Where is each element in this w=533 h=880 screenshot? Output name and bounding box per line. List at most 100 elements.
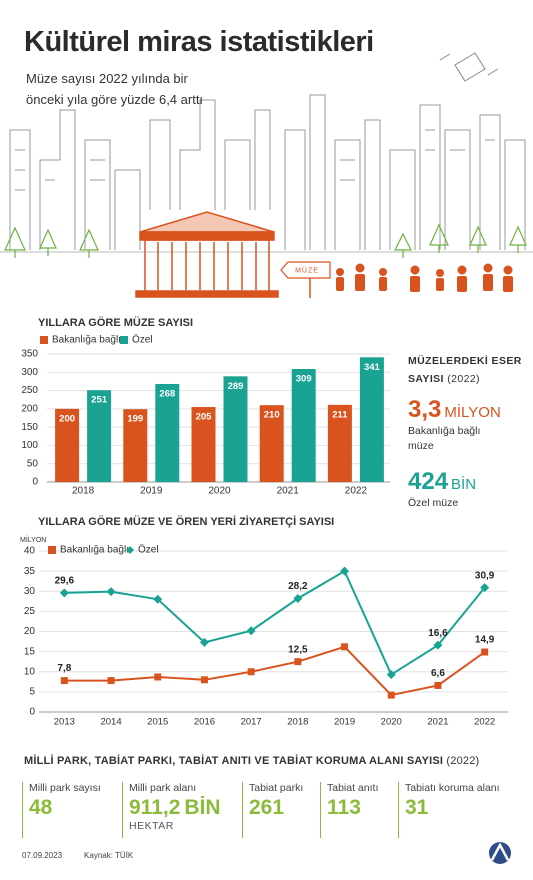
park-item: Tabiatı koruma alanı 31: [398, 782, 500, 838]
value-label: 12,5: [288, 644, 308, 655]
x-tick-label: 2017: [241, 717, 262, 728]
marker: [341, 643, 349, 651]
footer: 07.09.2023 Kaynak: TÜİK: [22, 851, 133, 860]
x-tick-label: 2015: [147, 717, 168, 728]
y-tick-label: 5: [29, 687, 35, 698]
y-tick-label: 150: [21, 422, 38, 433]
artifact-title: MÜZELERDEKİ ESER SAYISI: [408, 355, 522, 385]
x-tick-label: 2022: [474, 717, 495, 728]
marker: [293, 593, 303, 603]
artifact-stat: 3,3 MİLYON: [408, 396, 528, 424]
park-label: Tabiat parkı: [249, 782, 304, 794]
source: Kaynak: TÜİK: [84, 851, 134, 860]
artifact-heading: MÜZELERDEKİ ESER SAYISI (2022): [408, 352, 528, 388]
marker: [481, 648, 489, 656]
x-tick-label: 2020: [381, 717, 402, 728]
marker: [433, 640, 443, 650]
park-value: 113: [327, 796, 361, 819]
trees: [4, 223, 527, 258]
value-label: 309: [296, 374, 312, 385]
park-item: Milli park sayısı 48: [22, 782, 101, 838]
value-label: 200: [59, 413, 75, 424]
bar: [55, 408, 80, 482]
value-label: 29,6: [55, 576, 75, 587]
x-tick-label: 2021: [277, 486, 300, 497]
marker: [199, 637, 209, 647]
marker: [200, 676, 208, 684]
marker: [153, 594, 163, 604]
legend-label: Bakanlığa bağlı: [52, 335, 121, 346]
y-tick-label: 50: [27, 458, 39, 469]
park-label: Tabiat anıtı: [327, 782, 379, 794]
line: [64, 645, 486, 697]
y-tick-label: 250: [21, 385, 38, 396]
y-tick-label: 0: [29, 707, 35, 718]
value-label: 7,8: [57, 663, 71, 674]
museum-building: [135, 211, 279, 298]
marker: [107, 677, 115, 685]
value-label: 16,6: [428, 628, 448, 639]
artifact-label: Bakanlığa bağlı müze: [408, 425, 481, 452]
park-item: Milli park alanı 911,2 BİN HEKTAR: [122, 782, 221, 838]
chart-title: YILLARA GÖRE MÜZE SAYISI: [38, 316, 193, 329]
y-tick-label: 35: [24, 566, 36, 577]
park-value: 911,2: [129, 796, 181, 819]
value-label: 341: [364, 362, 381, 373]
y-tick-label: 300: [21, 367, 38, 378]
legend-marker: [48, 546, 56, 554]
y-tick-label: 10: [24, 666, 36, 677]
y-tick-label: 0: [32, 477, 38, 488]
park-stat: 113: [327, 796, 378, 820]
line: [64, 569, 486, 677]
marker: [294, 658, 302, 666]
legend-label: Bakanlığa bağlı: [60, 545, 129, 556]
y-tick-label: 20: [24, 626, 36, 637]
marker: [59, 588, 69, 598]
title: Kültürel miras istatistikleri: [24, 26, 374, 58]
parks-year: (2022): [446, 755, 480, 767]
sign: MÜZE: [280, 261, 331, 298]
chart-title: YILLARA GÖRE MÜZE VE ÖREN YERİ ZİYARETÇİ…: [38, 515, 334, 528]
park-value: 48: [29, 796, 53, 819]
park-unit: BİN: [184, 796, 221, 819]
value-label: 268: [159, 389, 175, 400]
x-tick-label: 2020: [208, 486, 231, 497]
logo: [489, 842, 511, 864]
parks-title: MİLLİ PARK, TABİAT PARKI, TABİAT ANITI V…: [24, 755, 444, 767]
subtitle: Müze sayısı 2022 yılında bir önceki yıla…: [26, 71, 204, 107]
x-tick-label: 2013: [54, 717, 75, 728]
marker: [387, 691, 395, 699]
bar: [155, 383, 180, 482]
park-stat: 48: [29, 796, 101, 820]
park-label: Milli park alanı: [129, 782, 197, 794]
y-tick-label: 350: [21, 349, 38, 360]
marker: [434, 681, 442, 689]
x-tick-label: 2021: [427, 717, 448, 728]
y-tick-label: 40: [24, 546, 36, 557]
bar: [87, 390, 112, 482]
artifact-value: 3,3: [408, 396, 442, 423]
legend-label: Özel: [138, 544, 159, 556]
park-value: 261: [249, 796, 285, 819]
marker: [247, 668, 255, 676]
bar: [291, 368, 316, 482]
value-label: 210: [264, 410, 280, 421]
marker: [60, 677, 68, 685]
date: 07.09.2023: [22, 851, 63, 860]
marker: [106, 587, 116, 597]
artifact-stat: 424 BİN: [408, 468, 528, 496]
value-label: 251: [91, 395, 108, 406]
value-label: 6,6: [431, 668, 445, 679]
marker: [154, 673, 162, 681]
y-tick-label: 100: [21, 440, 38, 451]
bar: [259, 405, 284, 482]
bar: [223, 376, 248, 482]
value-label: 14,9: [475, 635, 495, 646]
marker: [480, 583, 490, 593]
park-value: 31: [405, 796, 429, 819]
park-sub: HEKTAR: [129, 820, 174, 832]
artifact-year: (2022): [447, 373, 480, 385]
x-tick-label: 2016: [194, 717, 215, 728]
marker: [246, 626, 256, 636]
park-label: Tabiatı koruma alanı: [405, 782, 500, 794]
